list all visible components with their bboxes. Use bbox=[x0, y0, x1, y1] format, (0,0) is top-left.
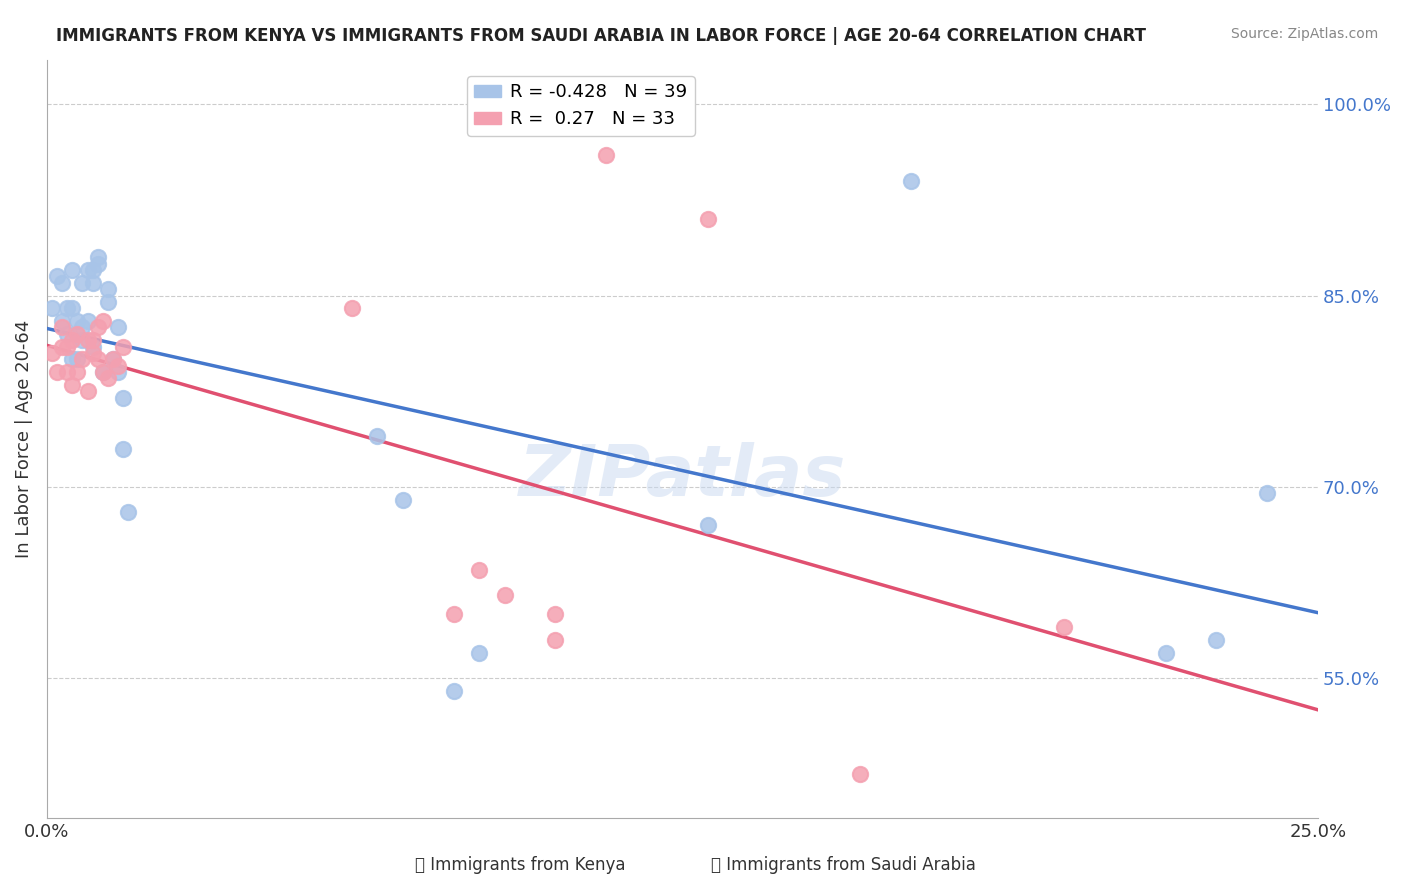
Point bbox=[46, 269, 69, 284]
Point bbox=[76, 333, 98, 347]
Point bbox=[697, 518, 720, 533]
Point bbox=[51, 320, 73, 334]
Point bbox=[1154, 646, 1177, 660]
Point bbox=[112, 442, 135, 456]
Point bbox=[51, 314, 73, 328]
Point bbox=[443, 684, 465, 698]
Point bbox=[97, 371, 120, 385]
Point bbox=[107, 365, 129, 379]
Text: IMMIGRANTS FROM KENYA VS IMMIGRANTS FROM SAUDI ARABIA IN LABOR FORCE | AGE 20-64: IMMIGRANTS FROM KENYA VS IMMIGRANTS FROM… bbox=[56, 27, 1146, 45]
Point bbox=[72, 352, 94, 367]
Point bbox=[443, 607, 465, 622]
Point bbox=[60, 263, 83, 277]
Point bbox=[56, 301, 79, 316]
Point bbox=[697, 212, 720, 227]
Point bbox=[1053, 620, 1076, 634]
Point bbox=[66, 352, 89, 367]
Point bbox=[56, 365, 79, 379]
Point bbox=[66, 365, 89, 379]
Point bbox=[91, 365, 114, 379]
Point bbox=[76, 263, 98, 277]
Text: ⬛ Immigrants from Kenya: ⬛ Immigrants from Kenya bbox=[415, 856, 626, 874]
Point bbox=[82, 333, 104, 347]
Point bbox=[82, 263, 104, 277]
Text: ⬛ Immigrants from Saudi Arabia: ⬛ Immigrants from Saudi Arabia bbox=[711, 856, 976, 874]
Point bbox=[60, 377, 83, 392]
Point bbox=[97, 294, 120, 309]
Point bbox=[595, 148, 617, 162]
Point bbox=[900, 174, 922, 188]
Point bbox=[117, 505, 139, 519]
Point bbox=[51, 340, 73, 354]
Point bbox=[107, 359, 129, 373]
Point bbox=[56, 326, 79, 341]
Point bbox=[82, 276, 104, 290]
Point bbox=[76, 314, 98, 328]
Point bbox=[91, 314, 114, 328]
Point bbox=[60, 301, 83, 316]
Point bbox=[544, 632, 567, 647]
Point bbox=[60, 352, 83, 367]
Legend: R = -0.428   N = 39, R =  0.27   N = 33: R = -0.428 N = 39, R = 0.27 N = 33 bbox=[467, 76, 695, 136]
Point bbox=[41, 346, 63, 360]
Point bbox=[366, 429, 388, 443]
Point bbox=[340, 301, 363, 316]
Point bbox=[87, 250, 110, 264]
Point bbox=[468, 646, 491, 660]
Y-axis label: In Labor Force | Age 20-64: In Labor Force | Age 20-64 bbox=[15, 320, 32, 558]
Point bbox=[849, 767, 872, 781]
Point bbox=[112, 391, 135, 405]
Point bbox=[82, 340, 104, 354]
Point bbox=[494, 588, 516, 602]
Point bbox=[72, 333, 94, 347]
Point bbox=[66, 314, 89, 328]
Point bbox=[82, 346, 104, 360]
Point bbox=[468, 563, 491, 577]
Point bbox=[392, 492, 415, 507]
Point bbox=[91, 365, 114, 379]
Point bbox=[97, 282, 120, 296]
Point bbox=[41, 301, 63, 316]
Point bbox=[112, 340, 135, 354]
Text: ZIPatlas: ZIPatlas bbox=[519, 442, 846, 511]
Point bbox=[101, 352, 124, 367]
Point bbox=[56, 340, 79, 354]
Point bbox=[101, 352, 124, 367]
Point bbox=[544, 607, 567, 622]
Point bbox=[1256, 486, 1278, 500]
Point bbox=[107, 320, 129, 334]
Point bbox=[76, 384, 98, 399]
Point bbox=[1205, 632, 1227, 647]
Point bbox=[87, 257, 110, 271]
Point bbox=[87, 352, 110, 367]
Point bbox=[60, 333, 83, 347]
Point bbox=[66, 326, 89, 341]
Point bbox=[51, 276, 73, 290]
Point bbox=[87, 320, 110, 334]
Point bbox=[72, 276, 94, 290]
Point bbox=[46, 365, 69, 379]
Point bbox=[72, 320, 94, 334]
Text: Source: ZipAtlas.com: Source: ZipAtlas.com bbox=[1230, 27, 1378, 41]
